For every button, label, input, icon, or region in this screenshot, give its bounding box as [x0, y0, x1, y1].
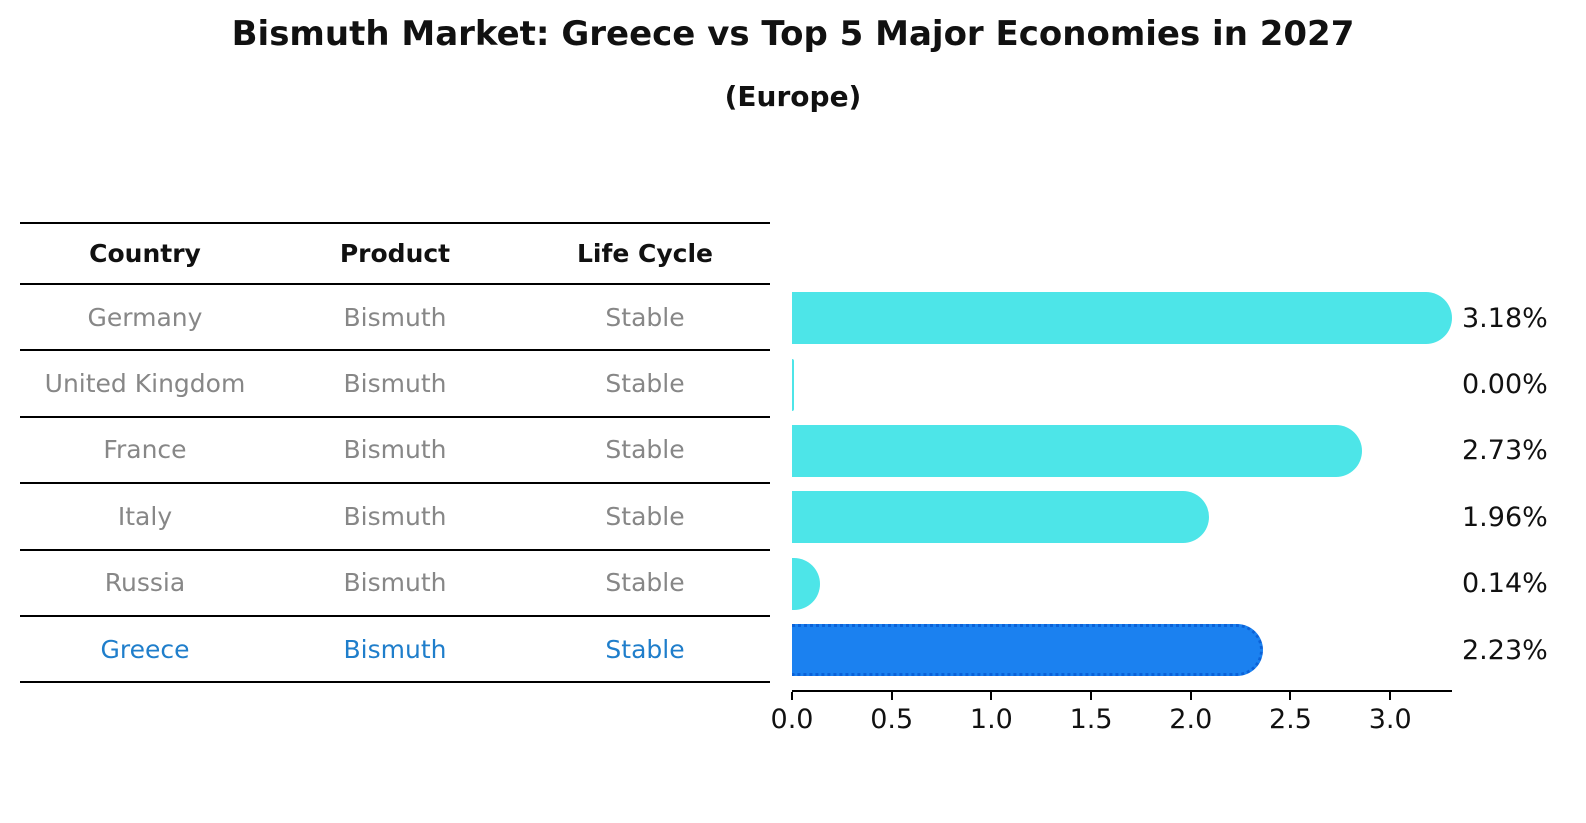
value-label-greece: 2.23%: [1462, 634, 1548, 666]
bar-united-kingdom: [792, 358, 794, 411]
table-row-france: France Bismuth Stable: [20, 418, 770, 485]
cell-product: Bismuth: [343, 369, 447, 399]
bar-germany: [792, 292, 1452, 345]
cell-life-cycle: Stable: [605, 369, 685, 399]
cell-product: Bismuth: [343, 435, 447, 465]
cell-country: France: [103, 435, 187, 465]
table-row-russia: Russia Bismuth Stable: [20, 551, 770, 617]
bar-russia: [792, 557, 820, 610]
x-tick-label: 2.0: [1169, 704, 1213, 735]
cell-country: Russia: [104, 568, 186, 598]
x-tick-mark: [1289, 692, 1292, 700]
cell-country: Germany: [87, 302, 203, 332]
value-label-column: 3.18% 0.00% 2.73% 1.96% 0.14% 2.23%: [1462, 285, 1582, 684]
x-tick-mark: [791, 692, 793, 700]
value-label-france: 2.73%: [1462, 435, 1548, 467]
chart-title: Bismuth Market: Greece vs Top 5 Major Ec…: [231, 14, 1355, 54]
bar-row: [792, 484, 1452, 550]
cell-life-cycle: Stable: [605, 501, 685, 531]
table-header-life-cycle: Life Cycle: [576, 239, 714, 268]
bar-row: [792, 418, 1452, 484]
table-row-greece: Greece Bismuth Stable: [20, 617, 770, 684]
x-tick-mark: [1090, 692, 1093, 700]
bar-italy: [792, 491, 1209, 544]
table-row-germany: Germany Bismuth Stable: [20, 285, 770, 352]
x-axis: 0.0 0.5 1.0 1.5 2.0 2.5 3.0: [771, 690, 1452, 742]
bar-row: [792, 351, 1452, 417]
table-row-italy: Italy Bismuth Stable: [20, 484, 770, 551]
table-header-row: Country Product Life Cycle: [20, 222, 770, 285]
value-label-germany: 3.18%: [1462, 302, 1548, 334]
bar-row: [792, 285, 1452, 351]
value-label-united-kingdom: 0.00%: [1462, 369, 1548, 401]
cell-country: United Kingdom: [44, 369, 246, 399]
bar-row: [792, 617, 1452, 683]
value-label-italy: 1.96%: [1462, 501, 1548, 533]
cell-product: Bismuth: [343, 634, 447, 664]
chart-subtitle: (Europe): [724, 80, 862, 113]
table-header-country: Country: [89, 239, 201, 268]
x-tick-mark: [890, 692, 893, 700]
bar-plot-area: [792, 285, 1452, 684]
x-tick-label: 2.5: [1269, 704, 1312, 735]
table-header-product: Product: [339, 239, 451, 268]
cell-country: Italy: [117, 501, 173, 531]
cell-life-cycle: Stable: [605, 568, 685, 598]
cell-life-cycle: Stable: [605, 634, 685, 664]
country-table: Country Product Life Cycle Germany Bismu…: [20, 222, 770, 684]
x-tick-label: 1.0: [969, 704, 1013, 735]
cell-product: Bismuth: [343, 302, 447, 332]
x-tick-label: 0.5: [870, 704, 914, 735]
bar-france: [792, 424, 1363, 477]
x-tick-label: 0.0: [770, 704, 814, 735]
bar-row: [792, 551, 1452, 617]
x-tick-mark: [1189, 692, 1192, 700]
cell-life-cycle: Stable: [605, 435, 685, 465]
table-row-united-kingdom: United Kingdom Bismuth Stable: [20, 351, 770, 418]
x-tick-mark: [990, 692, 993, 700]
x-tick-label: 1.5: [1069, 704, 1113, 735]
cell-product: Bismuth: [343, 501, 447, 531]
cell-life-cycle: Stable: [605, 302, 685, 332]
value-label-russia: 0.14%: [1462, 568, 1548, 600]
cell-country: Greece: [100, 634, 190, 664]
x-tick-mark: [1389, 692, 1392, 700]
bar-greece: [792, 624, 1263, 677]
cell-product: Bismuth: [343, 568, 447, 598]
x-tick-label: 3.0: [1368, 704, 1412, 735]
